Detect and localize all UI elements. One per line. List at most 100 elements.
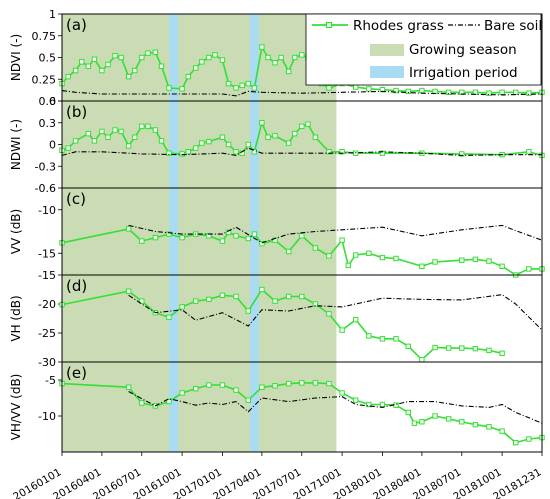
irrigation-band-0 xyxy=(169,14,179,452)
rhodes-grass-point-0-35 xyxy=(299,52,305,58)
rhodes-grass-point-2-8 xyxy=(219,238,226,244)
ytick-label-1-2: 0 xyxy=(49,139,56,152)
rhodes-grass-point-2-24 xyxy=(393,255,399,262)
rhodes-grass-point-4-18 xyxy=(352,397,359,403)
rhodes-grass-point-3-8 xyxy=(219,292,226,299)
rhodes-grass-point-0-29 xyxy=(259,44,265,50)
ytick-label-0-4: 1 xyxy=(49,8,56,21)
rhodes-grass-point-1-29 xyxy=(272,133,278,139)
rhodes-grass-point-2-10 xyxy=(233,233,239,239)
panel-frames xyxy=(61,13,543,453)
rhodes-grass-point-3-23 xyxy=(419,356,425,363)
rhodes-grass-point-2-28 xyxy=(472,256,479,263)
ylabel-3: VH (dB) xyxy=(9,295,23,341)
rhodes-grass-point-1-5 xyxy=(99,128,105,135)
rhodes-grass-point-1-7 xyxy=(112,127,118,133)
rhodes-grass-point-1-25 xyxy=(245,141,252,148)
rhodes-grass-point-1-27 xyxy=(259,120,265,126)
rhodes-grass-point-1-22 xyxy=(225,141,232,148)
legend-irrigation-patch xyxy=(370,66,404,78)
rhodes-grass-point-0-33 xyxy=(285,68,292,75)
rhodes-grass-point-3-20 xyxy=(379,336,386,342)
rhodes-grass-point-0-45 xyxy=(405,88,412,95)
panel-label-1: (b) xyxy=(66,103,87,121)
rhodes-grass-point-1-23 xyxy=(233,149,239,155)
rhodes-grass-point-0-51 xyxy=(486,90,492,96)
rhodes-grass-point-3-26 xyxy=(459,345,465,351)
rhodes-grass-point-2-9 xyxy=(225,229,232,236)
rhodes-grass-point-4-5 xyxy=(179,390,185,396)
rhodes-grass-point-0-16 xyxy=(166,85,172,91)
ytick-label-1-4: 0.6 xyxy=(39,95,57,108)
panel-label-0: (a) xyxy=(66,16,87,34)
rhodes-grass-point-4-22 xyxy=(405,409,412,416)
rhodes-grass-point-1-3 xyxy=(85,130,92,137)
rhodes-grass-point-4-20 xyxy=(379,401,386,408)
rhodes-grass-point-0-6 xyxy=(99,67,105,74)
rhodes-grass-point-0-13 xyxy=(145,50,151,56)
rhodes-grass-point-0-4 xyxy=(85,63,92,69)
rhodes-grass-point-4-12 xyxy=(272,383,278,389)
rhodes-grass-point-2-29 xyxy=(486,258,492,264)
ytick-label-1-0: -0.6 xyxy=(35,182,56,195)
rhodes-grass-point-1-33 xyxy=(305,121,311,127)
bare-soil-line-3 xyxy=(128,294,543,331)
rhodes-grass-point-2-26 xyxy=(432,259,438,265)
rhodes-grass-point-4-23 xyxy=(411,420,418,426)
rhodes-grass-point-1-9 xyxy=(125,143,132,149)
rhodes-grass-point-3-18 xyxy=(352,316,359,323)
rhodes-grass-point-4-6 xyxy=(192,385,199,392)
panel-label-3: (d) xyxy=(66,277,87,295)
rhodes-grass-point-0-18 xyxy=(185,73,191,80)
rhodes-grass-point-3-13 xyxy=(285,293,292,300)
rhodes-grass-point-2-18 xyxy=(326,253,332,259)
rhodes-grass-point-1-24 xyxy=(239,150,245,156)
rhodes-grass-point-0-46 xyxy=(419,87,425,94)
rhodes-grass-point-4-14 xyxy=(299,380,305,386)
rhodes-grass-point-4-4 xyxy=(166,398,172,405)
rhodes-grass-point-2-25 xyxy=(419,263,425,270)
ylabel-4: VH/VV (dB) xyxy=(9,374,23,441)
rhodes-grass-point-1-21 xyxy=(219,134,226,140)
ytick-label-3-1: -25 xyxy=(38,327,56,340)
rhodes-grass-point-3-5 xyxy=(179,304,185,310)
rhodes-grass-point-2-3 xyxy=(152,234,159,241)
legend-label-irrigation-period: Irrigation period xyxy=(409,65,518,81)
rhodes-grass-point-1-31 xyxy=(292,130,298,137)
rhodes-grass-point-0-30 xyxy=(265,54,271,61)
rhodes-grass-point-4-2 xyxy=(139,400,145,406)
rhodes-grass-point-3-12 xyxy=(272,298,278,304)
rhodes-grass-point-4-8 xyxy=(219,382,226,388)
panel-label-4: (e) xyxy=(66,364,87,382)
rhodes-grass-point-0-23 xyxy=(219,57,226,63)
bare-soil-line-2 xyxy=(128,224,543,244)
rhodes-grass-point-4-10 xyxy=(245,397,252,403)
rhodes-grass-point-1-36 xyxy=(339,149,345,155)
rhodes-grass-line-4 xyxy=(61,382,543,444)
rhodes-grass-point-4-32 xyxy=(526,436,532,442)
rhodes-grass-point-1-42 xyxy=(526,149,532,155)
rhodes-grass-point-3-9 xyxy=(233,293,239,300)
rhodes-grass-point-3-10 xyxy=(245,308,252,314)
legend-rhodes-marker xyxy=(325,21,333,29)
ytick-label-1-3: 0.3 xyxy=(39,117,57,130)
rhodes-grass-point-4-27 xyxy=(459,419,465,425)
rhodes-grass-point-3-16 xyxy=(326,311,332,317)
ytick-label-4-0: -10 xyxy=(38,410,56,423)
rhodes-grass-point-0-2 xyxy=(72,67,79,74)
rhodes-grass-point-2-23 xyxy=(379,254,386,261)
rhodes-grass-point-3-11 xyxy=(259,286,265,293)
rhodes-grass-point-0-39 xyxy=(326,85,332,91)
rhodes-grass-point-0-42 xyxy=(366,86,372,92)
rhodes-grass-point-3-27 xyxy=(472,345,479,352)
rhodes-grass-point-4-24 xyxy=(419,419,425,425)
rhodes-grass-point-1-10 xyxy=(132,134,138,140)
rhodes-grass-point-4-25 xyxy=(432,413,438,419)
rhodes-grass-point-3-7 xyxy=(206,296,212,303)
rhodes-grass-point-2-32 xyxy=(526,266,532,272)
rhodes-grass-point-0-17 xyxy=(179,86,185,92)
rhodes-grass-point-4-17 xyxy=(339,390,345,396)
rhodes-grass-point-0-5 xyxy=(91,56,98,62)
ytick-label-2-0: -15 xyxy=(38,247,56,260)
